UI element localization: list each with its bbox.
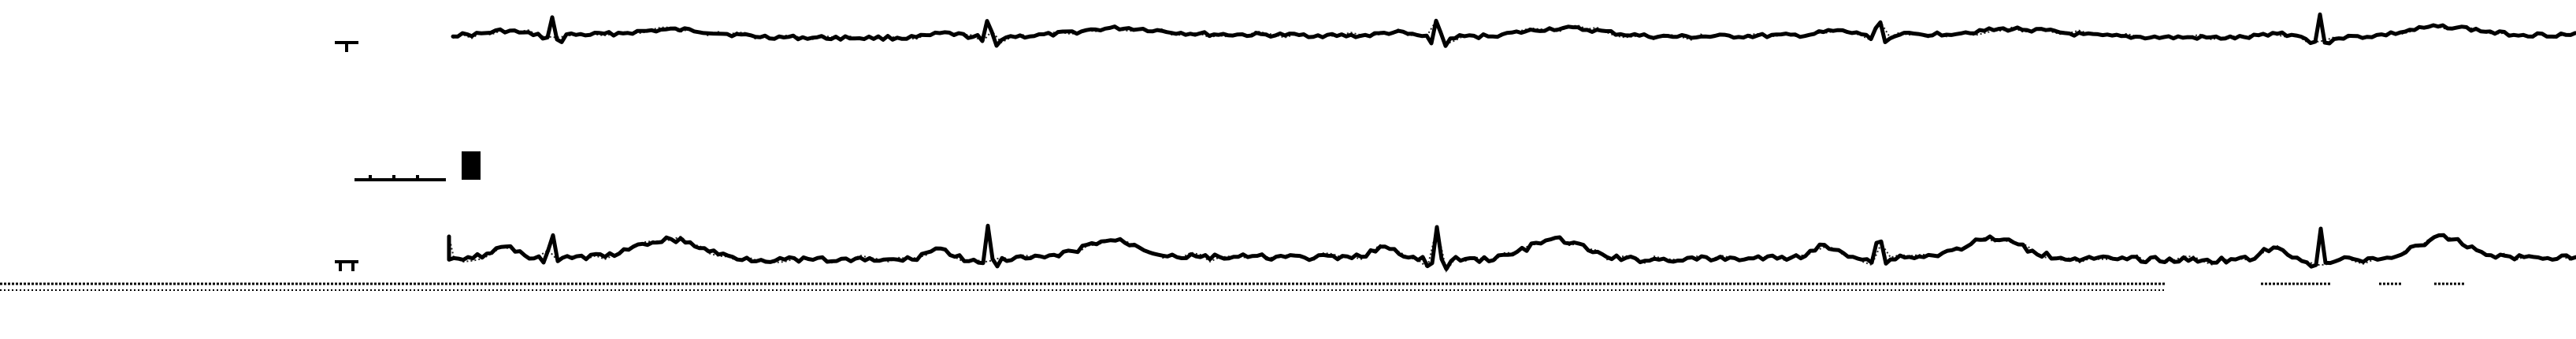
ecg-lead-upper-trace — [451, 12, 2576, 48]
ecg-lead-lower-trace — [447, 223, 2576, 271]
ecg-lead-upper-noise — [452, 19, 2571, 46]
ecg-lead-lower-noise — [448, 227, 2572, 273]
calibration-pulse — [354, 151, 481, 181]
upper-lead-marker — [335, 41, 358, 52]
lower-lead-marker — [335, 260, 358, 271]
